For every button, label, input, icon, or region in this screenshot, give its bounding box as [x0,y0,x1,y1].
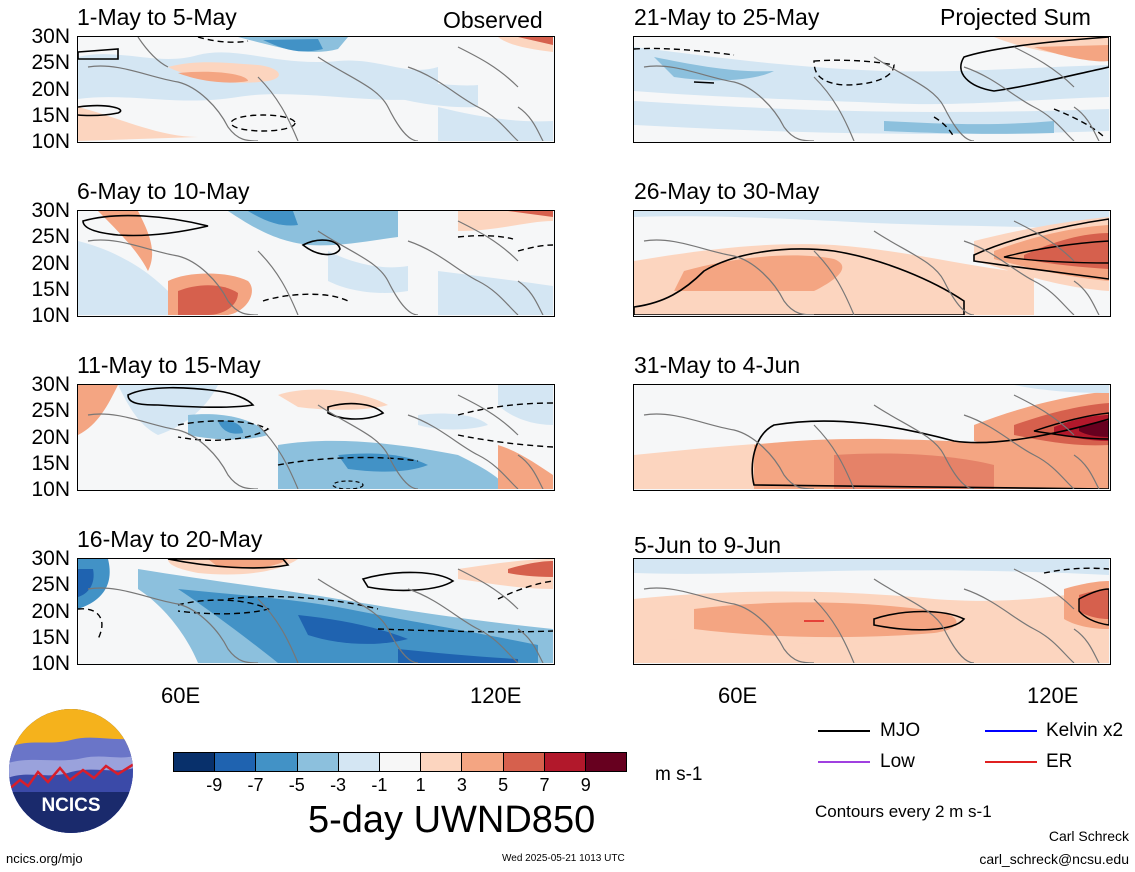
panel-title-4: 16-May to 20-May [77,526,263,552]
map-panel-6 [633,210,1111,317]
colorbar-tick-label: -9 [206,775,223,795]
lat-tick-25n-row2: 25N [31,225,70,249]
lat-tick-25n-row1: 25N [31,51,70,75]
colorbar [173,752,627,772]
colorbar-tick-label: 5 [498,775,509,795]
lat-tick-10n-row2: 10N [31,304,70,327]
lon-tick-60e-left: 60E [161,683,201,708]
lat-tick-10n-row4: 10N [31,652,70,675]
colorbar-tick-label: -1 [371,775,388,795]
colorbar-swatch [215,753,257,771]
colorbar-swatch [462,753,504,771]
main-title: 5-day UWND850 [308,799,596,841]
lat-tick-20n-row1: 20N [31,77,70,101]
colorbar-tick-label: 7 [539,775,550,795]
colorbar-tick-label: -5 [288,775,305,795]
map-panel-3 [77,384,555,491]
colorbar-swatch [421,753,463,771]
lat-tick-30n-row2: 30N [31,199,70,222]
lat-tick-10n-row3: 10N [31,478,70,501]
colorbar-units: m s-1 [655,764,703,785]
lat-tick-15n-row3: 15N [31,451,70,475]
map-panel-2 [77,210,555,317]
observed-label: Observed [443,7,543,33]
colorbar-swatch [338,753,380,771]
footer-url[interactable]: ncics.org/mjo [6,851,83,866]
legend-line-kelvin [985,730,1037,732]
lat-tick-10n-row1: 10N [31,130,70,153]
colorbar-swatch [544,753,586,771]
lat-tick-30n-row4: 30N [31,547,70,570]
colorbar-tick-label: 1 [415,775,426,795]
colorbar-tick-label: -3 [330,775,347,795]
lat-tick-30n-row1: 30N [31,25,70,48]
lat-tick-20n-row3: 20N [31,425,70,449]
legend-label-mjo: MJO [880,720,921,741]
lon-tick-60e-right: 60E [718,683,758,708]
panel-title-7: 31-May to 4-Jun [634,352,801,378]
map-panel-7 [633,384,1111,491]
lat-tick-15n-row4: 15N [31,625,70,649]
colorbar-swatch [585,753,627,771]
panel-title-1: 1-May to 5-May [77,4,237,30]
colorbar-swatch [503,753,545,771]
footer-timestamp: Wed 2025-05-21 1013 UTC [502,853,625,864]
lat-tick-20n-row2: 20N [31,251,70,275]
legend-line-low [818,761,870,763]
map-panel-1 [77,36,555,143]
panel-title-6: 26-May to 30-May [634,178,820,204]
legend-label-kelvin: Kelvin x2 [1046,720,1124,741]
map-panel-5 [633,36,1111,143]
lat-tick-25n-row3: 25N [31,399,70,423]
colorbar-tick-label: 9 [580,775,591,795]
map-panel-8 [633,558,1111,665]
colorbar-swatch [256,753,298,771]
legend-line-mjo [818,730,870,732]
contours-note: Contours every 2 m s-1 [815,802,992,821]
lat-tick-15n-row2: 15N [31,277,70,301]
panel-title-2: 6-May to 10-May [77,178,250,204]
lat-tick-20n-row4: 20N [31,599,70,623]
projected-label: Projected Sum [940,4,1091,30]
lon-tick-120e-left: 120E [470,683,522,708]
lon-tick-120e-right: 120E [1027,683,1079,708]
lat-tick-30n-row3: 30N [31,373,70,396]
lat-tick-15n-row1: 15N [31,103,70,127]
ncics-logo: NCICS [8,708,134,834]
footer-author: Carl Schreck [1048,828,1129,844]
colorbar-tick-label: 3 [456,775,467,795]
colorbar-swatch [379,753,422,771]
map-panel-4 [77,558,555,665]
colorbar-swatch [174,753,216,771]
panel-title-5: 21-May to 25-May [634,4,820,30]
logo-text: NCICS [41,795,100,816]
lat-tick-25n-row4: 25N [31,573,70,597]
legend-label-er: ER [1046,751,1073,772]
legend-label-low: Low [880,751,915,772]
colorbar-swatch [297,753,339,771]
footer-email[interactable]: carl_schreck@ncsu.edu [979,851,1129,867]
panel-title-3: 11-May to 15-May [77,352,261,378]
colorbar-tick-label: -7 [247,775,264,795]
legend-line-er [985,761,1037,763]
panel-title-8: 5-Jun to 9-Jun [634,532,782,558]
